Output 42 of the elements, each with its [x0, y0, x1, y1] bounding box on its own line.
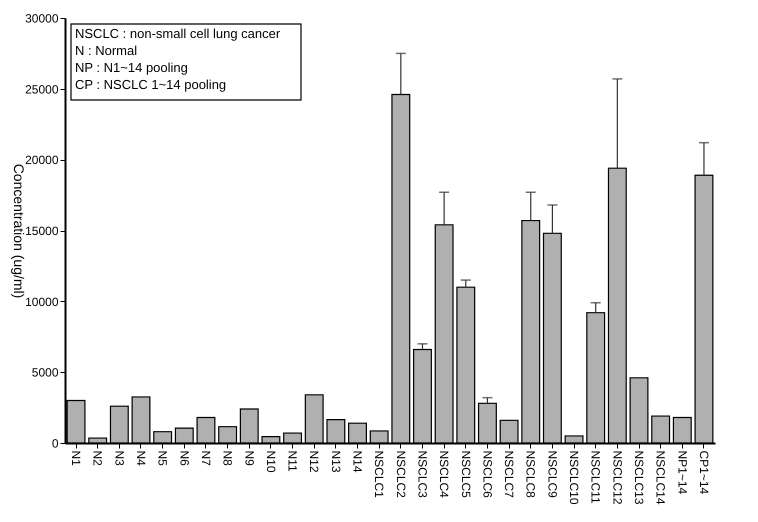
x-tick-label: NSCLC1 — [372, 450, 386, 498]
x-tick-label: N7 — [198, 450, 213, 466]
x-tick-label: N4 — [134, 450, 148, 466]
x-tick-label: NSCLC9 — [545, 450, 560, 498]
annotation: N : Normal — [75, 43, 138, 58]
x-tick-label: CP1~14 — [696, 450, 711, 495]
x-tick-label: N9 — [242, 450, 256, 466]
x-tick-label: N3 — [112, 450, 126, 466]
x-tick-label: NSCLC3 — [415, 450, 430, 498]
x-tick-label: N12 — [307, 450, 322, 473]
annotation: NSCLC : non-small cell lung cancer — [75, 26, 281, 41]
x-tick-label: N5 — [156, 450, 170, 466]
x-tick-label: NSCLC5 — [458, 450, 473, 498]
y-axis-title: Concentration (ug/ml) — [11, 164, 28, 298]
x-tick-label: N13 — [328, 450, 343, 473]
x-tick-label: N14 — [350, 450, 365, 473]
annotation: NP : N1~14 pooling — [75, 60, 188, 75]
x-tick-label: N11 — [286, 450, 300, 472]
x-tick-label: N10 — [264, 450, 278, 473]
x-tick-label: N8 — [220, 450, 235, 466]
x-tick-label: NSCLC10 — [567, 450, 582, 505]
y-tick-label: 0 — [52, 436, 59, 450]
x-tick-label: N2 — [90, 450, 105, 466]
x-tick-label: N6 — [177, 450, 192, 466]
annotation: CP : NSCLC 1~14 pooling — [75, 77, 226, 92]
x-tick-label: NSCLC8 — [524, 450, 538, 498]
y-tick-label: 20000 — [25, 153, 59, 168]
y-tick-label: 5000 — [32, 366, 59, 380]
y-tick-label: 15000 — [25, 224, 59, 238]
y-tick-label: 10000 — [25, 294, 59, 309]
y-tick-label: 25000 — [25, 82, 59, 96]
x-tick-label: NSCLC2 — [394, 450, 408, 498]
x-tick-label: NSCLC14 — [654, 450, 668, 505]
x-tick-label: NSCLC4 — [437, 450, 452, 498]
x-tick-label: NSCLC7 — [502, 450, 516, 498]
y-tick-label: 30000 — [25, 12, 59, 26]
x-tick-label: NSCLC11 — [588, 450, 603, 504]
x-tick-label: N1 — [69, 450, 84, 466]
x-tick-label: NP1~14 — [675, 450, 690, 495]
x-tick-label: NSCLC12 — [610, 450, 624, 505]
x-tick-label: NSCLC6 — [480, 450, 494, 498]
x-tick-label: NSCLC13 — [632, 450, 646, 505]
